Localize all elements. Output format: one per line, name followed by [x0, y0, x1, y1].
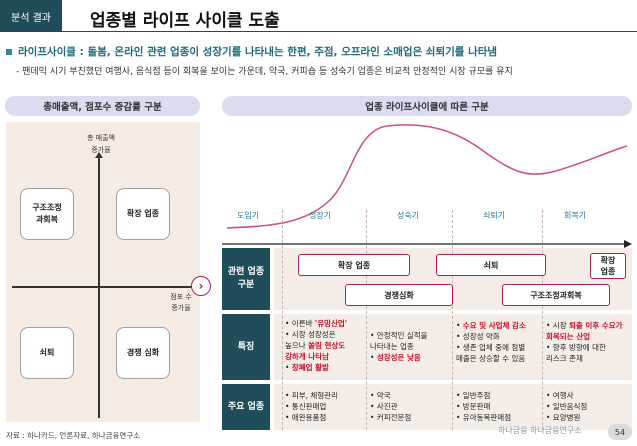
stage-decline: 쇠퇴기 — [482, 211, 506, 220]
stage-divider — [452, 210, 453, 430]
x-axis — [12, 286, 202, 288]
industries-maturity: • 약국 • 사진관 • 커피전문점 — [370, 390, 411, 423]
list-item: • 생존 업체 중에 점별 — [456, 343, 526, 352]
timeline-arrow-icon — [624, 240, 632, 248]
features-maturity: • 안정적인 실적을 나타내는 업종 • 성장성은 낮음 — [370, 330, 428, 363]
industries-growth: • 피부, 체형관리 • 통신판매업 • 애완용품점 — [285, 390, 338, 423]
row-band-features — [274, 314, 632, 380]
section-tag: 분석 결과 — [0, 0, 62, 32]
stage-divider — [542, 210, 543, 430]
right-panel-title: 업종 라이프사이클에 따른 구분 — [222, 96, 632, 116]
page-number: 54 — [608, 424, 632, 440]
list-item: • 방문판매 — [456, 402, 491, 411]
list-item: 매출은 상승할 수 있음 — [456, 354, 526, 363]
list-item: 강하게 나타남 — [285, 352, 330, 361]
quadrant-chart: 총 매출액 증가율 점포 수 증가율 구조조정 과회복 확장 업종 쇠퇴 경쟁 … — [6, 122, 204, 422]
list-item: • 성장성 약화 — [456, 332, 500, 341]
bullet-square-icon — [6, 49, 12, 55]
list-item: • 유아동복판매점 — [456, 413, 512, 422]
list-item: • 통신판매업 — [285, 402, 327, 411]
list-item: • 사진관 — [370, 402, 398, 411]
page-title: 업종별 라이프 사이클 도출 — [90, 11, 280, 31]
tag-expansion: 확장 업종 — [298, 254, 410, 276]
source-note: 자료 : 하나카드, 언론자료, 하나금융연구소 — [6, 431, 141, 440]
lifecycle-curve-chart — [222, 124, 632, 248]
summary-detail: - 팬데믹 시기 부진했던 여행사, 음식점 등이 회복을 보이는 가운데, 약… — [16, 67, 513, 77]
list-item: • 수요 및 사업체 감소 — [456, 321, 526, 330]
quadrant-decline: 쇠퇴 — [20, 327, 74, 379]
list-item: • 피부, 체형관리 — [285, 391, 338, 400]
tag-restructure: 구조조정과회복 — [502, 284, 610, 306]
list-item: • 시장 성장성은 — [285, 330, 336, 339]
list-item: • 일반주점 — [456, 391, 491, 400]
row-label-related: 관련 업종 구분 — [222, 248, 270, 310]
list-item: • 일반음식점 — [546, 402, 588, 411]
industries-recovery: • 여행사 • 일반음식점 • 요양병원 — [546, 390, 587, 423]
header-divider — [62, 31, 637, 32]
stage-growth: 성장기 — [308, 211, 332, 220]
list-item: • 시장 퇴출 이후 수요가 — [546, 321, 623, 330]
list-item: 회복되는 산업 — [546, 332, 591, 341]
row-label-features: 특징 — [222, 314, 270, 380]
tag-decline: 쇠퇴 — [436, 254, 546, 276]
list-item: • 약국 — [370, 391, 391, 400]
tag-competition: 경쟁심화 — [345, 284, 453, 306]
stage-maturity: 성숙기 — [396, 211, 420, 220]
row-band-industries — [274, 384, 632, 430]
features-decline: • 수요 및 사업체 감소 • 성장성 약화 • 생존 업체 중에 점별 매출은… — [456, 320, 526, 364]
tag-recovery-expansion: 확장 업종 — [590, 253, 626, 279]
list-item: • 창폐업 활발 — [285, 363, 329, 372]
list-item: 리스크 존재 — [546, 354, 583, 363]
stage-introduction: 도입기 — [236, 211, 260, 220]
summary-headline: 라이프사이클 : 돌봄, 온라인 관련 업종이 성장기를 나타내는 한편, 주점… — [6, 44, 497, 59]
company-logo: 하나금융 하나금융연구소 — [498, 426, 582, 435]
stage-divider — [282, 210, 283, 430]
stage-divider — [366, 210, 367, 430]
row-label-industries: 주요 업종 — [222, 384, 270, 430]
list-item: 나타내는 업종 — [370, 342, 414, 351]
list-item: 높으나 쏠림 현상도 — [285, 341, 346, 350]
quadrant-competition: 경쟁 심화 — [116, 327, 170, 379]
left-panel-title: 총매출액, 점포수 증감률 구분 — [5, 96, 200, 116]
y-axis-arrow-icon — [95, 152, 103, 158]
stage-recovery: 회복기 — [563, 211, 587, 220]
list-item: • 요양병원 — [546, 413, 581, 422]
list-item: • 커피전문점 — [370, 413, 412, 422]
quadrant-restructure: 구조조정 과회복 — [20, 188, 74, 240]
summary-headline-text: 라이프사이클 : 돌봄, 온라인 관련 업종이 성장기를 나타내는 한편, 주점… — [18, 46, 498, 58]
features-recovery: • 시장 퇴출 이후 수요가 회복되는 산업 • 향후 방향에 대한 리스크 존… — [546, 320, 623, 364]
industries-decline: • 일반주점 • 방문판매 • 유아동복판매점 — [456, 390, 511, 423]
lifecycle-curve — [226, 124, 628, 229]
x-axis-label: 점포 수 증가율 — [170, 293, 192, 312]
list-item: • 향후 방향에 대한 — [546, 343, 606, 352]
list-item: • 여행사 — [546, 391, 574, 400]
list-item: • 안정적인 실적을 — [370, 331, 428, 340]
quadrant-expansion: 확장 업종 — [116, 188, 170, 240]
list-item: • 애완용품점 — [285, 413, 327, 422]
chevron-right-icon: › — [191, 276, 211, 296]
features-growth: • 이른바 '유망산업' • 시장 성장성은 높으나 쏠림 현상도 강하게 나타… — [285, 318, 347, 373]
list-item: • 성장성은 낮음 — [370, 353, 421, 362]
list-item: • 이른바 '유망산업' — [285, 319, 348, 328]
y-axis-label: 총 매출액 증가율 — [87, 134, 115, 154]
